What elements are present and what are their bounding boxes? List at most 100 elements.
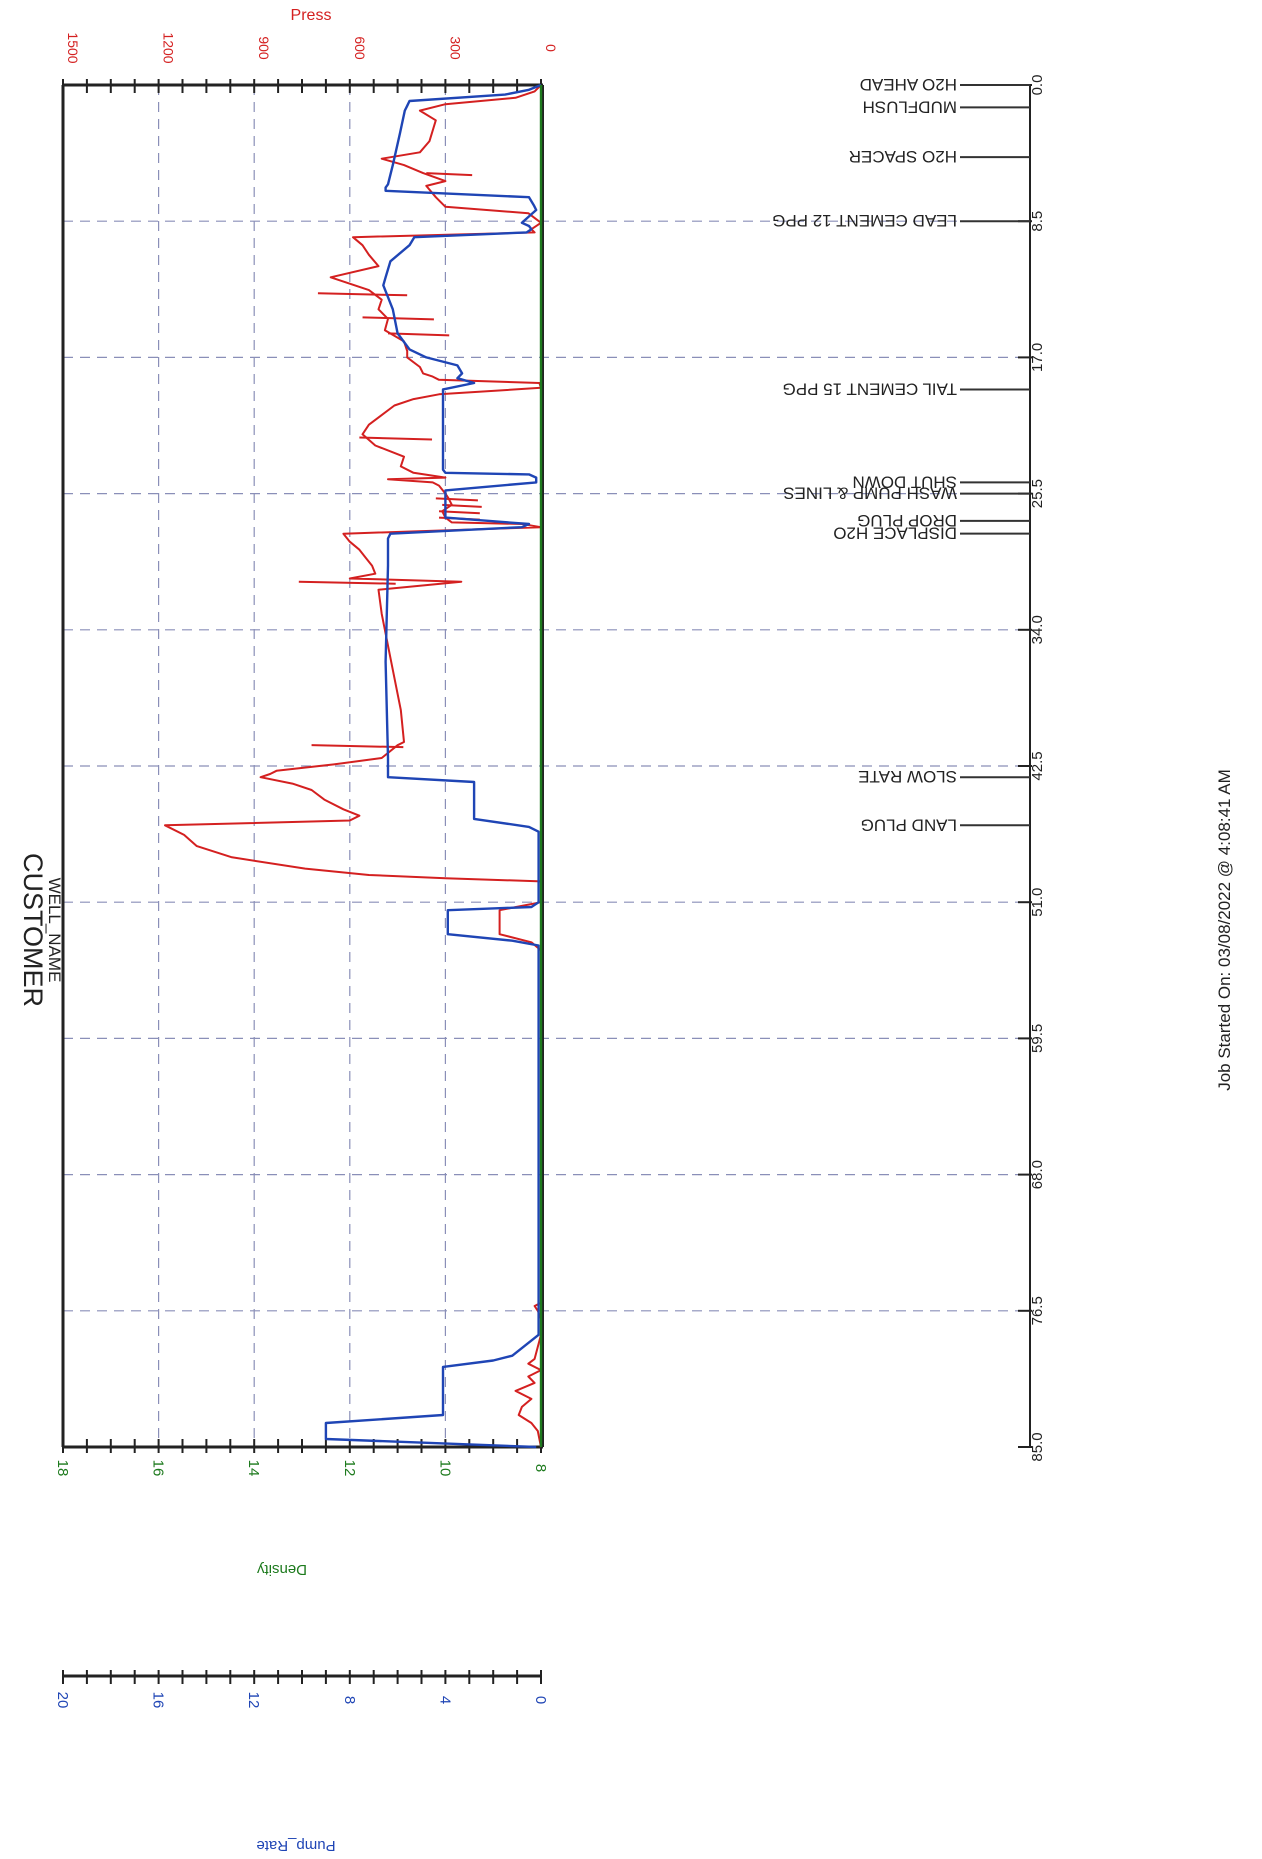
pumprate-tick-label-group: 8: [341, 1696, 358, 1704]
event-label-group: WASH PUMP & LINES: [783, 484, 957, 503]
footer-block: Job Started On: 03/08/2022 @ 4:08:41 AM: [1215, 769, 1234, 1091]
time-tick-label: 34.0: [1029, 615, 1046, 644]
time-tick-label: 68.0: [1029, 1160, 1046, 1189]
press-tick-label: 300: [447, 36, 463, 60]
density-tick-label-group: 10: [436, 1460, 453, 1477]
press-spike: [359, 436, 433, 441]
pumprate-tick-label: 12: [245, 1692, 262, 1709]
pumprate-tick-label: 8: [341, 1696, 358, 1704]
pumprate-tick-label-group: 16: [150, 1692, 167, 1709]
press-tick-label-group: 600: [352, 36, 368, 60]
time-tick-label-group: 51.0: [1029, 888, 1046, 917]
pumprate-tick-label: 4: [436, 1696, 453, 1704]
time-tick-label-group: 68.0: [1029, 1160, 1046, 1189]
time-tick-label: 17.0: [1029, 343, 1046, 372]
event-label: SLOW RATE: [858, 767, 957, 786]
press-spike: [362, 316, 434, 321]
density-tick-label: 12: [341, 1460, 358, 1477]
density-tick-label-group: 14: [245, 1460, 262, 1477]
press-spike: [426, 172, 473, 177]
time-tick-label: 76.5: [1029, 1296, 1046, 1325]
event-label-group: TAIL CEMENT 15 PPG: [783, 379, 957, 398]
density-tick-label: 16: [150, 1460, 167, 1477]
time-tick-label-group: 34.0: [1029, 615, 1046, 644]
pumprate-tick-label-group: 0: [532, 1696, 549, 1704]
press-tick-label: 0: [543, 44, 559, 52]
event-label-group: SHUT DOWN: [852, 472, 957, 491]
press-spike: [311, 744, 404, 749]
time-tick-label-group: 59.5: [1029, 1024, 1046, 1053]
density-tick-label-group: 16: [150, 1460, 167, 1477]
event-label: TAIL CEMENT 15 PPG: [783, 379, 957, 398]
event-label-group: H2O AHEAD: [860, 75, 957, 94]
time-tick-label: 85.0: [1029, 1432, 1046, 1461]
press-tick-label: 600: [352, 36, 368, 60]
event-label-group: SLOW RATE: [858, 767, 957, 786]
time-tick-label: 25.5: [1029, 479, 1046, 508]
density-axis-title-group: Density: [256, 1561, 307, 1578]
press-spike: [442, 503, 482, 508]
time-tick-label-group: 8.5: [1029, 211, 1046, 232]
time-tick-label-group: 85.0: [1029, 1432, 1046, 1461]
press-axis-title: Press: [291, 7, 332, 24]
time-tick-label-group: 42.5: [1029, 751, 1046, 780]
chart-title: CUSTOMER: [18, 853, 48, 1007]
pumprate-tick-label-group: 4: [436, 1696, 453, 1704]
time-tick-label: 0.0: [1029, 75, 1046, 96]
pumprate-tick-label: 20: [54, 1692, 71, 1709]
event-label-group: LAND PLUG: [861, 815, 957, 834]
event-label-group: MUDFLUSH: [863, 97, 957, 116]
event-label: LEAD CEMENT 12 PPG: [772, 211, 957, 230]
time-tick-label-group: 76.5: [1029, 1296, 1046, 1325]
event-label: WASH PUMP & LINES: [783, 484, 957, 503]
density-tick-label: 14: [245, 1460, 262, 1477]
event-label: DISPLACE H2O: [833, 524, 957, 543]
density-tick-label: 10: [436, 1460, 453, 1477]
press-spike: [298, 580, 396, 585]
time-tick-label-group: 17.0: [1029, 343, 1046, 372]
event-label-group: DISPLACE H2O: [833, 524, 957, 543]
event-label: H2O SPACER: [849, 147, 957, 166]
series-layer: [164, 83, 543, 1449]
press-tick-label-group: 900: [256, 36, 272, 60]
title-block: CUSTOMER WELL_NAME: [18, 853, 64, 1007]
pumprate-tick-label: 16: [150, 1692, 167, 1709]
event-label: DROP PLUG: [857, 511, 957, 530]
press-tick-label: 900: [256, 36, 272, 60]
density-tick-label: 18: [54, 1460, 71, 1477]
press-tick-label: 1500: [65, 32, 81, 63]
pumprate-axis-title-group: Pump_Rate: [256, 1837, 335, 1854]
event-label-group: DROP PLUG: [857, 511, 957, 530]
event-label: H2O AHEAD: [860, 75, 957, 94]
press-tick-label-group: 0: [543, 44, 559, 52]
time-tick-label: 51.0: [1029, 888, 1046, 917]
events-layer: H2O AHEAD MUDFLUSH H2O SPACER LEAD CEMENT 1…: [772, 75, 1030, 834]
press-tick-label-group: 1500: [65, 32, 81, 63]
time-tick-label: 42.5: [1029, 751, 1046, 780]
pumprate-tick-label-group: 12: [245, 1692, 262, 1709]
event-label-group: LEAD CEMENT 12 PPG: [772, 211, 957, 230]
time-tick-label: 8.5: [1029, 211, 1046, 232]
time-tick-label-group: 0.0: [1029, 75, 1046, 96]
density-tick-label-group: 18: [54, 1460, 71, 1477]
density-tick-label: 8: [532, 1464, 549, 1472]
series-line-pump-rate: [324, 83, 542, 1449]
press-spike: [435, 497, 478, 502]
event-label: MUDFLUSH: [863, 97, 957, 116]
chart-subtitle: WELL_NAME: [45, 878, 64, 983]
event-label-group: H2O SPACER: [849, 147, 957, 166]
pumprate-tick-label-group: 20: [54, 1692, 71, 1709]
density-tick-label-group: 12: [341, 1460, 358, 1477]
press-spike: [317, 292, 408, 297]
job-start-label: Job Started On: 03/08/2022 @ 4:08:41 AM: [1215, 769, 1234, 1091]
time-tick-label-group: 25.5: [1029, 479, 1046, 508]
event-label: LAND PLUG: [861, 815, 957, 834]
grid-layer: [63, 85, 1030, 1447]
press-tick-label: 1200: [161, 32, 177, 63]
pumprate-axis-title: Pump_Rate: [256, 1837, 335, 1854]
density-axis-title: Density: [256, 1561, 307, 1578]
axes-layer: 0.0 8.5 17.0 25.5 34.0 42.5 51.0 59.5 68.0 76.5 85…: [54, 32, 1046, 1708]
time-tick-label: 59.5: [1029, 1024, 1046, 1053]
press-tick-label-group: 300: [447, 36, 463, 60]
